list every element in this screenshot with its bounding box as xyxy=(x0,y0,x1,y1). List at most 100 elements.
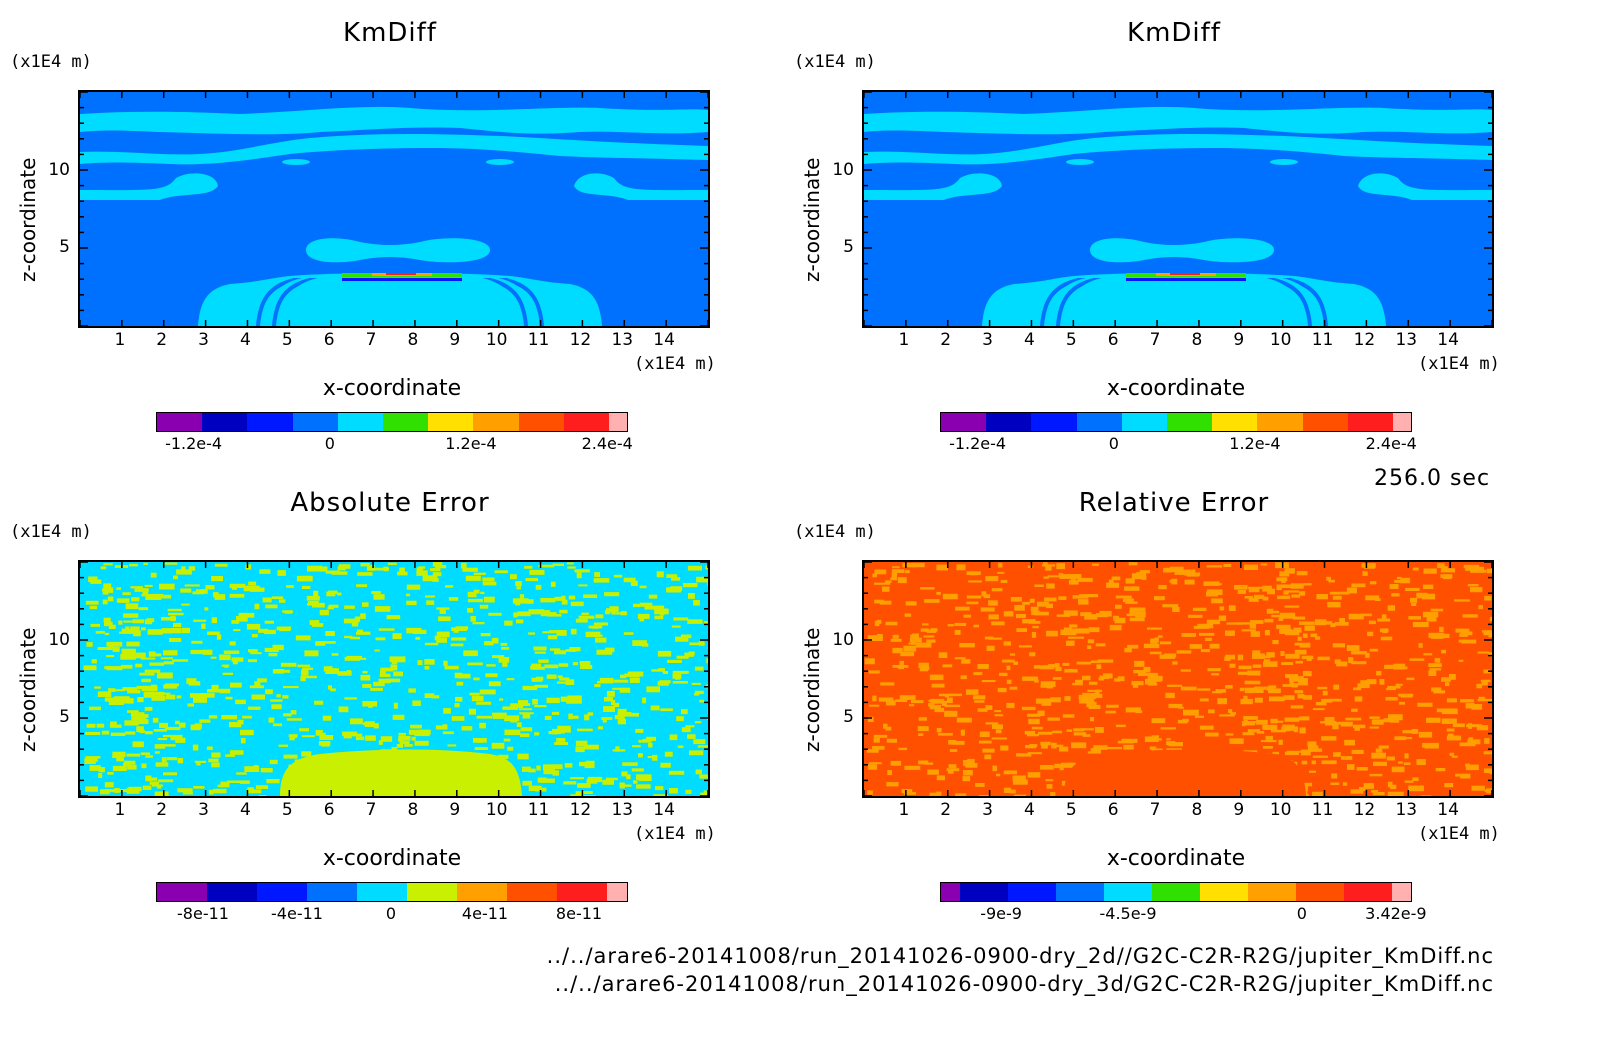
x-axis-label: x-coordinate xyxy=(1106,376,1246,401)
footer-line-1: ../../arare6-20141008/run_20141026-0900-… xyxy=(546,944,1494,968)
colorbar-swatch xyxy=(1302,413,1348,431)
x-tick-label: 11 xyxy=(1311,330,1334,350)
colorbar-swatch xyxy=(1391,883,1411,901)
y-unit-label: (x1E4 m) xyxy=(794,52,876,72)
x-tick-label: 6 xyxy=(323,800,335,820)
inner-dome xyxy=(290,284,510,326)
y-tick-label: 10 xyxy=(48,160,70,181)
colorbar-label: 0 xyxy=(324,434,335,453)
x-unit-label: (x1E4 m) xyxy=(634,354,716,374)
x-tick-label: 8 xyxy=(1191,800,1203,820)
mid-band xyxy=(864,134,1492,165)
colorbar-label: 2.4e-4 xyxy=(581,434,633,453)
central-blob xyxy=(306,238,490,263)
x-tick-label: 10 xyxy=(1269,330,1292,350)
central-blob xyxy=(1090,238,1274,263)
colorbar-swatch xyxy=(941,883,961,901)
colorbar-swatch xyxy=(986,413,1032,431)
colorbar-label: -8e-11 xyxy=(177,904,229,923)
colorbar-swatch xyxy=(518,413,564,431)
right-lobe xyxy=(1358,173,1492,200)
tick-marks xyxy=(80,562,708,796)
noise-pattern xyxy=(83,562,708,796)
x-tick-label: 3 xyxy=(198,800,209,820)
x-tick-label: 14 xyxy=(653,330,675,350)
colorbar-swatch xyxy=(357,883,407,901)
peak-band xyxy=(1170,273,1200,275)
colorbar xyxy=(156,882,628,902)
y-tick-label: 10 xyxy=(832,160,854,181)
chart-panel: KmDiff (x1E4 m) z-coordinate 1 2 3 4 5 6 7 8 9 10 11 1… xyxy=(0,0,780,480)
colorbar-swatch xyxy=(207,883,257,901)
colorbar-swatch xyxy=(292,413,338,431)
x-tick-label: 9 xyxy=(449,330,461,350)
colorbar-swatch xyxy=(1295,883,1344,901)
x-tick-label: 8 xyxy=(1191,330,1203,350)
x-axis-label: x-coordinate xyxy=(322,846,462,871)
y-tick-label: 5 xyxy=(59,237,70,258)
upper-band xyxy=(80,106,708,135)
colorbar-swatch xyxy=(407,883,457,901)
x-tick-label: 6 xyxy=(1107,800,1119,820)
plot-area xyxy=(862,560,1494,798)
colorbar-swatch xyxy=(307,883,357,901)
small-patch xyxy=(1066,159,1094,165)
small-patch xyxy=(1270,159,1298,165)
x-tick-label: 6 xyxy=(323,330,335,350)
colorbar-swatch xyxy=(1121,413,1167,431)
time-label: 256.0 sec xyxy=(1374,466,1491,491)
plot-area xyxy=(78,560,710,798)
heatmap-svg xyxy=(864,562,1492,796)
colorbar-swatch xyxy=(1056,883,1105,901)
colorbar xyxy=(156,412,628,432)
colorbar-swatch xyxy=(337,413,383,431)
x-tick-label: 12 xyxy=(569,800,592,820)
x-tick-label: 14 xyxy=(1437,330,1459,350)
colorbar-swatch xyxy=(507,883,557,901)
x-tick-label: 6 xyxy=(1107,330,1119,350)
y-unit-label: (x1E4 m) xyxy=(10,522,92,542)
y-tick-label: 5 xyxy=(843,707,854,728)
peak-band xyxy=(1126,278,1246,281)
colorbar-swatch xyxy=(247,413,293,431)
colorbar-label: 2.4e-4 xyxy=(1365,434,1417,453)
x-unit-label: (x1E4 m) xyxy=(1418,354,1500,374)
colorbar-label: -1.2e-4 xyxy=(949,434,1007,453)
inner-dome xyxy=(1074,284,1294,326)
x-unit-label: (x1E4 m) xyxy=(634,824,716,844)
peak-band xyxy=(342,278,462,281)
colorbar-label: -1.2e-4 xyxy=(165,434,223,453)
colorbar-swatch xyxy=(941,413,987,431)
tick-marks xyxy=(80,92,708,326)
colorbar-swatch xyxy=(1166,413,1213,431)
x-tick-label: 7 xyxy=(365,800,377,820)
x-tick-label: 3 xyxy=(982,330,993,350)
colorbar-swatch xyxy=(1392,413,1411,431)
y-tick-label: 10 xyxy=(48,630,70,651)
colorbar-swatch xyxy=(607,883,627,901)
x-tick-label: 3 xyxy=(982,800,993,820)
small-patch xyxy=(282,159,310,165)
x-tick-label: 10 xyxy=(485,330,508,350)
y-tick-label: 10 xyxy=(832,630,854,651)
colorbar-swatch xyxy=(428,413,474,431)
colorbar-label: -9e-9 xyxy=(980,904,1022,923)
x-tick-label: 9 xyxy=(1233,800,1245,820)
x-tick-label: 1 xyxy=(898,330,910,350)
x-tick-label: 9 xyxy=(1233,330,1245,350)
x-tick-label: 13 xyxy=(1395,800,1418,820)
x-tick-label: 13 xyxy=(611,800,634,820)
x-tick-label: 4 xyxy=(240,800,251,820)
x-tick-label: 4 xyxy=(240,330,251,350)
colorbar-label: -4.5e-9 xyxy=(1099,904,1157,923)
x-tick-label: 8 xyxy=(407,330,419,350)
colorbar-label: 0 xyxy=(1108,434,1119,453)
colorbar-swatch xyxy=(257,883,307,901)
x-tick-label: 3 xyxy=(198,330,209,350)
x-tick-label: 13 xyxy=(611,330,634,350)
x-tick-label: 4 xyxy=(1024,800,1035,820)
colorbar-swatch xyxy=(157,883,207,901)
x-tick-label: 2 xyxy=(156,330,168,350)
x-tick-label: 12 xyxy=(569,330,592,350)
plot-area xyxy=(862,90,1494,328)
